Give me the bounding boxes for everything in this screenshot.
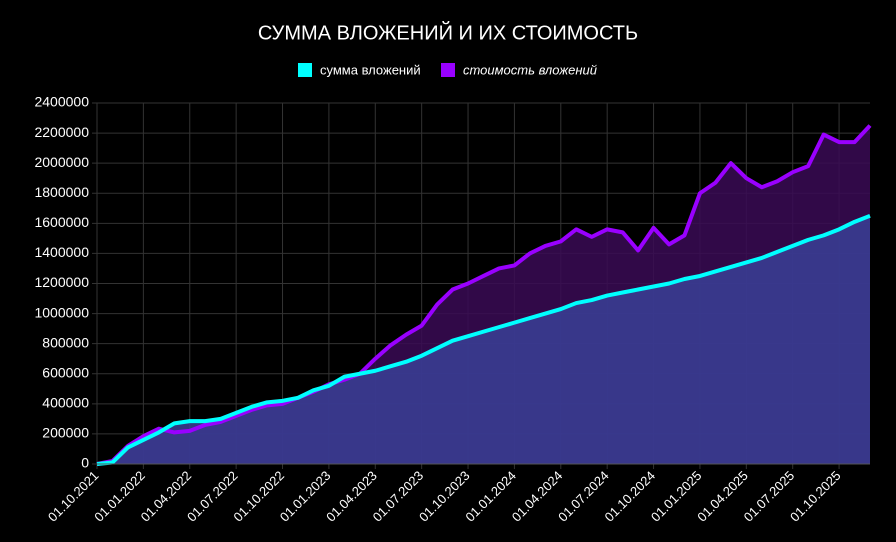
legend-label: сумма вложений [320, 62, 421, 77]
y-tick-label: 400000 [42, 395, 89, 411]
y-tick-label: 2200000 [34, 124, 89, 140]
legend-swatch [441, 63, 455, 77]
y-tick-label: 1200000 [34, 274, 89, 290]
series-line [96, 213, 871, 466]
legend-swatch [298, 63, 312, 77]
y-tick-label: 1000000 [34, 304, 89, 320]
x-tick-label: 01.10.2025 [787, 468, 844, 525]
legend-label: стоимость вложений [463, 62, 597, 77]
y-tick-label: 600000 [42, 364, 89, 380]
y-tick-label: 2000000 [34, 154, 89, 170]
y-tick-label: 800000 [42, 334, 89, 350]
y-tick-label: 1400000 [34, 244, 89, 260]
y-tick-label: 2400000 [34, 94, 89, 110]
chart-title: СУММА ВЛОЖЕНИЙ И ИХ СТОИМОСТЬ [258, 20, 638, 44]
y-tick-label: 200000 [42, 425, 89, 441]
y-tick-label: 1600000 [34, 214, 89, 230]
y-tick-label: 0 [81, 455, 89, 471]
series-line [96, 124, 872, 466]
y-tick-label: 1800000 [34, 184, 89, 200]
